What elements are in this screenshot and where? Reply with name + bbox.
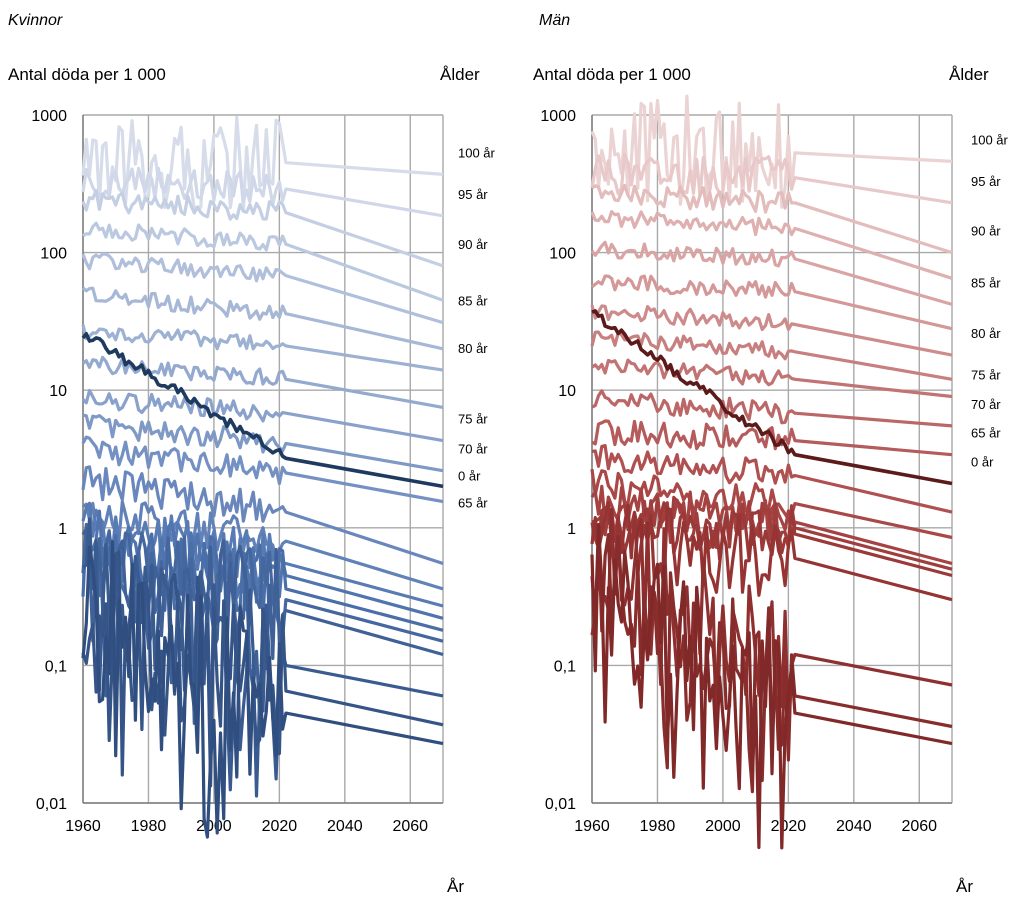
- x-tick-label: 2020: [771, 818, 807, 835]
- series-label: 75 år: [971, 367, 1001, 382]
- series-line: [81, 465, 444, 566]
- series-label: 0 år: [971, 454, 994, 469]
- series-line: [81, 286, 444, 351]
- series-label: 0 år: [458, 469, 481, 484]
- chart-men-svg: 1960 1980 2000 2020 2040 2060 0,01 0,1 1 10 100 100…: [540, 94, 1009, 850]
- series-label: 85 år: [971, 275, 1001, 290]
- series-label: 70 år: [458, 442, 488, 457]
- y-tick-label: 10: [49, 383, 67, 400]
- x-tick-label: 2040: [836, 818, 872, 835]
- series-label: 90 år: [458, 237, 488, 252]
- series-line: [590, 240, 953, 306]
- series-label: 95 år: [458, 187, 488, 202]
- y-axis-label: Antal döda per 1 000: [533, 65, 691, 84]
- x-axis-label: År: [956, 877, 973, 896]
- y-tick-label: 1000: [540, 108, 576, 125]
- y-axis-label: Antal döda per 1 000: [8, 65, 166, 84]
- series-label: 75 år: [458, 412, 488, 427]
- series-label: 100 år: [971, 132, 1009, 147]
- y-tick-label: 10: [558, 383, 576, 400]
- series-line: [590, 523, 953, 850]
- age-label: Ålder: [440, 65, 480, 84]
- x-axis-label: År: [447, 877, 464, 896]
- y-tick-label: 0,01: [36, 796, 67, 813]
- series-line: [590, 304, 953, 357]
- series-line: [590, 210, 953, 280]
- series-line: [591, 419, 953, 457]
- x-tick-label: 2060: [392, 818, 428, 835]
- series-label: 70 år: [971, 397, 1001, 412]
- series-line: [81, 435, 444, 504]
- grid: [82, 114, 444, 804]
- chart-title: Kvinnor: [8, 12, 63, 29]
- chart-panel-men: 1960 1980 2000 2020 2040 2060 0,01 0,1 1 10 100 100…: [509, 0, 1018, 897]
- x-tick-label: 1960: [574, 818, 610, 835]
- series-line: [590, 152, 953, 205]
- y-tick-label: 0,01: [545, 796, 576, 813]
- series-line: [591, 358, 953, 399]
- series-label: 85 år: [458, 294, 488, 309]
- series-line: [81, 355, 444, 409]
- series-line: [81, 324, 444, 372]
- series-line: [81, 115, 444, 213]
- series-line: [82, 221, 444, 302]
- x-tick-label: 2000: [196, 818, 232, 835]
- x-tick-label: 2020: [262, 818, 298, 835]
- y-tick-label: 100: [40, 246, 67, 263]
- y-tick-label: 0,1: [45, 658, 67, 675]
- age-label: Ålder: [949, 65, 989, 84]
- series-label: 80 år: [458, 341, 488, 356]
- chart-panel-women: 1960 1980 2000 2020 2040 2060 0,01 0,1 1 10 100 100…: [8, 12, 496, 896]
- series-label: 95 år: [971, 174, 1001, 189]
- series-line: [81, 188, 444, 268]
- series-line: [81, 540, 444, 839]
- series-line: [81, 252, 444, 325]
- y-tick-label: 100: [549, 246, 576, 263]
- x-tick-label: 2060: [901, 818, 937, 835]
- x-tick-label: 1980: [131, 818, 167, 835]
- series-label: 100 år: [458, 145, 496, 160]
- x-tick-label: 1960: [65, 818, 101, 835]
- series-line: [591, 183, 953, 255]
- series-line: [81, 388, 444, 443]
- series-line: [590, 501, 953, 602]
- x-tick-label: 1980: [640, 818, 676, 835]
- chart-women-svg: 1960 1980 2000 2020 2040 2060 0,01 0,1 1 10 100 100…: [31, 108, 496, 839]
- y-tick-label: 0,1: [554, 658, 576, 675]
- series-line: [591, 309, 953, 486]
- y-tick-label: 1000: [31, 108, 67, 125]
- series-label: 65 år: [971, 426, 1001, 441]
- series-label: 65 år: [458, 496, 488, 511]
- series-line: [591, 274, 953, 331]
- series-label: 90 år: [971, 224, 1001, 239]
- x-tick-label: 2000: [705, 818, 741, 835]
- x-tick-label: 2040: [327, 818, 363, 835]
- chart-title: Män: [539, 12, 571, 29]
- series-line: [81, 332, 444, 489]
- series-line: [81, 166, 444, 218]
- series-line: [590, 501, 953, 578]
- y-tick-label: 1: [58, 521, 67, 538]
- y-tick-label: 1: [567, 521, 576, 538]
- series-line: [591, 444, 953, 514]
- series-line: [591, 389, 953, 428]
- series-label: 80 år: [971, 326, 1001, 341]
